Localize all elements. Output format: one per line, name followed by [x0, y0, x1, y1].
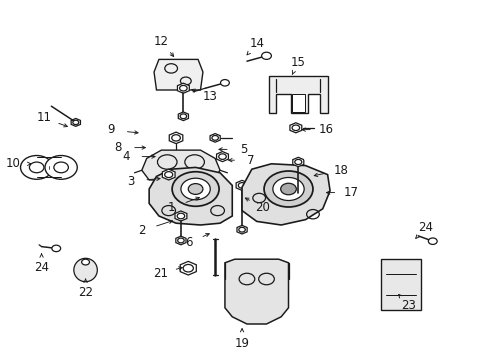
Polygon shape — [169, 132, 183, 144]
Text: 23: 23 — [400, 299, 415, 312]
Text: 20: 20 — [255, 201, 270, 214]
Text: 16: 16 — [319, 123, 333, 136]
Polygon shape — [242, 164, 329, 225]
Polygon shape — [237, 225, 246, 234]
Polygon shape — [381, 259, 420, 310]
Text: 7: 7 — [246, 154, 254, 167]
Circle shape — [188, 184, 203, 194]
Polygon shape — [149, 167, 232, 225]
Circle shape — [45, 156, 77, 179]
Polygon shape — [268, 76, 327, 113]
Circle shape — [81, 259, 89, 265]
Text: 8: 8 — [114, 141, 122, 154]
Text: 13: 13 — [203, 90, 217, 103]
Text: 19: 19 — [234, 337, 249, 350]
Polygon shape — [224, 259, 288, 324]
Text: 17: 17 — [343, 186, 358, 199]
Text: 3: 3 — [127, 175, 134, 188]
Text: 2: 2 — [138, 224, 145, 237]
Text: 5: 5 — [239, 143, 247, 156]
Polygon shape — [289, 123, 301, 133]
Text: 9: 9 — [107, 123, 115, 136]
Polygon shape — [210, 134, 220, 142]
Text: 21: 21 — [153, 267, 168, 280]
Bar — [291, 94, 304, 112]
Circle shape — [220, 80, 229, 86]
Circle shape — [264, 171, 312, 207]
Polygon shape — [178, 112, 188, 121]
Circle shape — [172, 172, 219, 206]
Polygon shape — [216, 152, 228, 162]
Text: 22: 22 — [78, 286, 93, 299]
Text: 6: 6 — [184, 236, 192, 249]
Circle shape — [280, 183, 296, 195]
Text: 4: 4 — [122, 150, 129, 163]
Text: 1: 1 — [167, 201, 175, 215]
Text: 10: 10 — [6, 157, 20, 170]
Polygon shape — [236, 180, 247, 190]
Text: 12: 12 — [154, 35, 169, 48]
Circle shape — [272, 177, 304, 201]
Ellipse shape — [74, 258, 97, 282]
Text: 11: 11 — [37, 111, 51, 125]
Text: 18: 18 — [333, 163, 347, 176]
Circle shape — [261, 52, 271, 59]
Polygon shape — [177, 83, 189, 93]
Polygon shape — [175, 211, 186, 221]
Text: 15: 15 — [290, 56, 305, 69]
Polygon shape — [142, 150, 220, 180]
Polygon shape — [180, 261, 196, 275]
Polygon shape — [176, 236, 185, 245]
Polygon shape — [292, 157, 303, 167]
Polygon shape — [71, 118, 81, 126]
Circle shape — [181, 178, 210, 200]
Text: 24: 24 — [34, 261, 49, 274]
Polygon shape — [154, 59, 203, 90]
Text: 24: 24 — [417, 221, 432, 234]
Polygon shape — [162, 169, 175, 180]
Circle shape — [427, 238, 436, 244]
Circle shape — [52, 245, 61, 252]
Text: 14: 14 — [249, 37, 264, 50]
Circle shape — [20, 156, 53, 179]
